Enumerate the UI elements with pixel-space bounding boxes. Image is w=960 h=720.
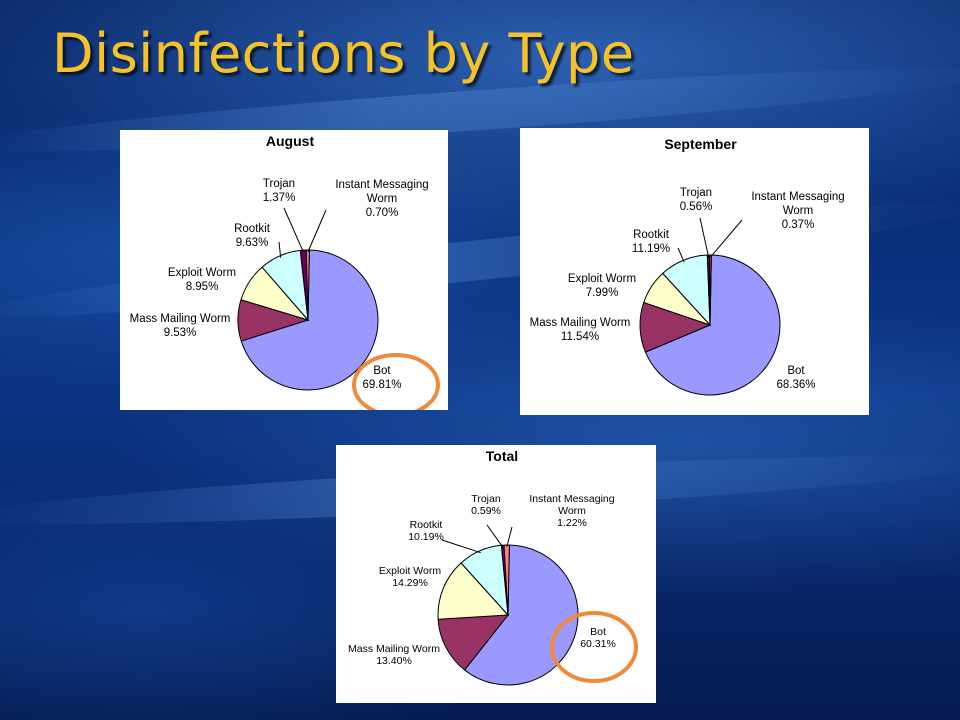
- slice-label-mass-mailing-worm: Mass Mailing Worm 9.53%: [130, 313, 231, 339]
- slice-label-trojan: Trojan 0.59%: [471, 493, 501, 517]
- pie-slice-bot: [463, 544, 579, 686]
- pie-slice-instant-messaging-worm: [503, 544, 510, 616]
- chart-panel-september: September Bot 68.36% Mass Mailing Worm 11.54…: [520, 128, 869, 415]
- slice-label-bot: Bot 60.31%: [580, 626, 616, 650]
- slice-label-rootkit: Rootkit 10.19%: [408, 519, 444, 543]
- slice-label-trojan: Trojan 1.37%: [263, 178, 296, 204]
- pie-slice-instant-messaging-worm: [305, 249, 310, 321]
- leader-line-rootkit: [677, 247, 685, 263]
- pie-slice-exploit-worm: [437, 562, 510, 620]
- leader-line-rootkit: [278, 241, 282, 258]
- pie-slice-mass-mailing-worm: [437, 614, 510, 671]
- pie-chart-september: September Bot 68.36% Mass Mailing Worm 11.54…: [530, 136, 845, 396]
- leader-line-trojan: [283, 207, 304, 253]
- slice-label-mass-mailing-worm: Mass Mailing Worm 13.40%: [348, 643, 440, 667]
- highlight-circle: [550, 611, 638, 683]
- pie-chart-august: August Bot 69.81% Mass Mailing Worm 9.53% Exp…: [130, 133, 440, 410]
- chart-title: August: [266, 133, 315, 149]
- slice-label-bot: Bot 69.81%: [362, 365, 401, 391]
- highlight-circle: [352, 353, 440, 410]
- slice-label-bot: Bot 68.36%: [776, 365, 815, 391]
- leader-line-trojan: [486, 524, 504, 548]
- leader-line-trojan: [699, 217, 710, 258]
- slice-label-trojan: Trojan 0.56%: [680, 187, 713, 213]
- slice-label-exploit-worm: Exploit Worm 8.95%: [168, 267, 236, 293]
- leader-line-instant-messaging-worm: [710, 219, 743, 258]
- pie-chart-total: Total Bot 60.31% Mass Mailing Worm 13.40% Exp…: [348, 448, 638, 686]
- slice-label-instant-messaging-worm: Instant Messaging Worm 1.22%: [529, 493, 614, 529]
- slice-label-rootkit: Rootkit 9.63%: [234, 223, 271, 249]
- slice-label-rootkit: Rootkit 11.19%: [632, 229, 670, 255]
- pie-slice-instant-messaging-worm: [709, 254, 712, 326]
- slice-label-mass-mailing-worm: Mass Mailing Worm 11.54%: [530, 317, 631, 343]
- slice-label-exploit-worm: Exploit Worm 7.99%: [568, 273, 636, 299]
- pie-slice-bot: [644, 254, 781, 396]
- slide-title: Disinfections by Type: [52, 22, 635, 85]
- slice-label-instant-messaging-worm: Instant Messaging Worm 0.70%: [335, 179, 428, 219]
- leader-line-rootkit: [441, 539, 481, 554]
- slice-label-exploit-worm: Exploit Worm 14.29%: [379, 565, 441, 589]
- chart-panel-august: August Bot 69.81% Mass Mailing Worm 9.53% Exp…: [120, 130, 448, 410]
- leader-line-instant-messaging-worm: [307, 209, 327, 253]
- chart-panel-total: Total Bot 60.31% Mass Mailing Worm 13.40% Exp…: [336, 445, 656, 703]
- slice-label-instant-messaging-worm: Instant Messaging Worm 0.37%: [751, 191, 844, 231]
- leader-line-instant-messaging-worm: [506, 526, 513, 548]
- chart-title: Total: [486, 448, 518, 464]
- chart-title: September: [664, 136, 737, 152]
